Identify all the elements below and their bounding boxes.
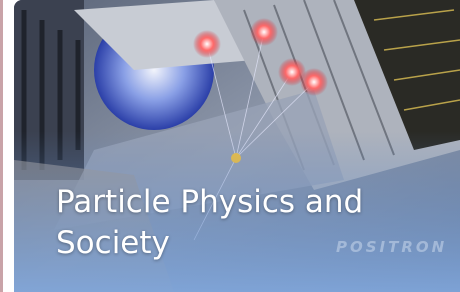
page: POSITRON Particle Physics and Society xyxy=(0,0,460,292)
edge-strip xyxy=(0,0,3,292)
card-title: Particle Physics and Society xyxy=(56,182,363,264)
card[interactable]: POSITRON Particle Physics and Society xyxy=(14,0,460,292)
title-line: Society xyxy=(56,223,363,264)
title-line: Particle Physics and xyxy=(56,182,363,223)
